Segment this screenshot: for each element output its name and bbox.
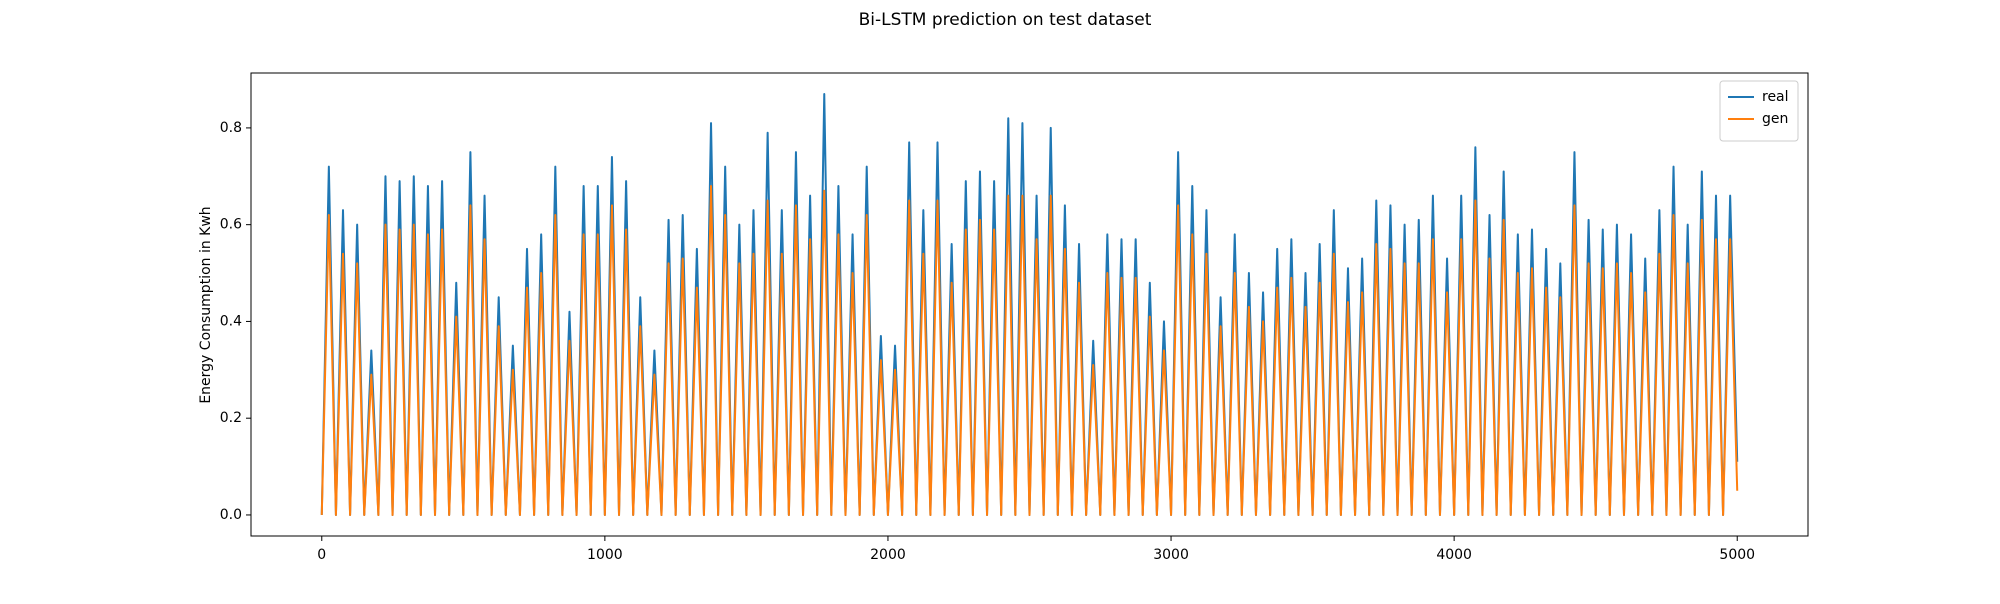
chart-title: Bi-LSTM prediction on test dataset — [859, 10, 1152, 30]
x-tick-label: 4000 — [1436, 547, 1472, 563]
x-tick-label: 5000 — [1719, 547, 1755, 563]
y-tick-label: 0.2 — [220, 410, 242, 426]
legend-label: gen — [1762, 111, 1788, 127]
x-tick-label: 2000 — [870, 547, 906, 563]
legend: real gen — [1719, 80, 1799, 142]
y-axis-label: Energy Consumption in Kwh — [198, 206, 214, 403]
y-tick-label: 0.0 — [220, 507, 242, 523]
plot-frame — [250, 72, 1809, 537]
x-tick-label: 0 — [317, 547, 326, 563]
y-tick-label: 0.6 — [220, 217, 242, 233]
series-line — [320, 184, 1739, 516]
legend-label: real — [1762, 89, 1789, 105]
y-tick-label: 0.4 — [220, 313, 242, 329]
x-tick-label: 1000 — [587, 547, 623, 563]
y-tick-label: 0.8 — [220, 120, 242, 136]
x-tick-label: 3000 — [1153, 547, 1189, 563]
